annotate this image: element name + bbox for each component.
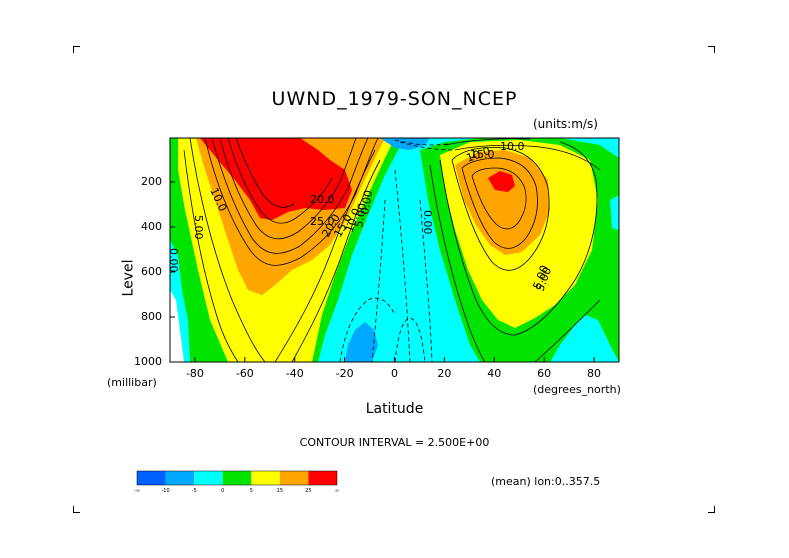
y-tick-label: 1000 bbox=[134, 355, 162, 368]
y-tick-label: 600 bbox=[141, 265, 162, 278]
chart-title: UWND_1979-SON_NCEP bbox=[271, 88, 518, 110]
y-axis-unit: (millibar) bbox=[107, 376, 157, 389]
colorbar-swatch bbox=[222, 471, 252, 485]
colorbar-swatch bbox=[279, 471, 309, 485]
mean-lon-text: (mean) lon:0..357.5 bbox=[491, 475, 601, 488]
colorbar-tick-label: -∞ bbox=[134, 488, 140, 494]
y-tick-marks bbox=[170, 181, 175, 363]
corner-mark-bottom-right bbox=[708, 506, 715, 513]
x-tick-label: 80 bbox=[587, 367, 602, 380]
colorbar-swatch bbox=[308, 471, 337, 485]
colorbar-swatch bbox=[165, 471, 195, 485]
colorbar-tick-label: 5 bbox=[249, 488, 253, 494]
sh-red-region bbox=[200, 138, 352, 220]
colorbar-swatch bbox=[251, 471, 280, 485]
corner-mark-bottom-left bbox=[73, 506, 80, 513]
nh-red-region bbox=[488, 171, 515, 192]
easterly-blue-region-top bbox=[380, 138, 430, 150]
colorbar-tick-label: 15 bbox=[276, 488, 284, 494]
y-tick-label: 200 bbox=[141, 175, 162, 188]
contour-label: 0.00 bbox=[167, 248, 180, 273]
negative-contour-lines bbox=[339, 139, 456, 362]
x-tick-label: 60 bbox=[537, 367, 552, 380]
nh-cyan-surface-right bbox=[570, 318, 610, 362]
easterly-blue-region-sfc bbox=[345, 322, 378, 362]
contour-label: 25.0 bbox=[310, 215, 335, 228]
colorbar-tick-label: -10 bbox=[161, 488, 170, 494]
contour-label: 5.00 bbox=[192, 215, 205, 240]
plot-fill-layer bbox=[170, 138, 619, 362]
colorbar bbox=[136, 470, 338, 486]
corner-mark-top-left bbox=[73, 46, 80, 53]
x-tick-label: 40 bbox=[487, 367, 502, 380]
y-tick-label: 400 bbox=[141, 220, 162, 233]
colorbar-tick-label: 0 bbox=[221, 488, 225, 494]
colorbar-frame bbox=[136, 470, 338, 486]
colorbar-tick-label: -5 bbox=[191, 488, 197, 494]
nh-cyan-region-right bbox=[610, 195, 619, 230]
corner-mark-top-right bbox=[708, 46, 715, 53]
x-tick-label: 0 bbox=[391, 367, 398, 380]
contour-label: 15.0 bbox=[470, 148, 495, 161]
contour-label: 10.0 bbox=[500, 140, 525, 153]
contour-interval-text: CONTOUR INTERVAL = 2.500E+00 bbox=[299, 436, 490, 449]
x-tick-label: -80 bbox=[185, 367, 204, 380]
x-tick-label: -60 bbox=[235, 367, 254, 380]
colorbar-tick-label: ∞ bbox=[334, 488, 340, 494]
colorbar-swatch bbox=[194, 471, 223, 485]
contour-lines bbox=[183, 138, 601, 362]
y-tick-label: 800 bbox=[141, 310, 162, 323]
contour-label: 20.0 bbox=[310, 193, 335, 206]
white-region-left bbox=[170, 290, 184, 362]
x-tick-label: -40 bbox=[285, 367, 304, 380]
y-axis-label: Level bbox=[120, 259, 137, 297]
contour-label: 5.00 bbox=[352, 202, 369, 228]
x-tick-label: -20 bbox=[335, 367, 354, 380]
colorbar-swatch bbox=[137, 471, 166, 485]
x-tick-label: 20 bbox=[437, 367, 452, 380]
nh-orange-region bbox=[455, 150, 550, 255]
contour-label: 0.00 bbox=[358, 189, 375, 215]
x-axis-unit: (degrees_north) bbox=[533, 383, 621, 396]
colorbar-tick-label: 25 bbox=[305, 488, 312, 494]
units-label: (units:m/s) bbox=[533, 117, 598, 131]
contour-label: 0.00 bbox=[421, 210, 434, 235]
x-axis-label: Latitude bbox=[365, 401, 424, 417]
x-tick-marks bbox=[194, 357, 595, 362]
